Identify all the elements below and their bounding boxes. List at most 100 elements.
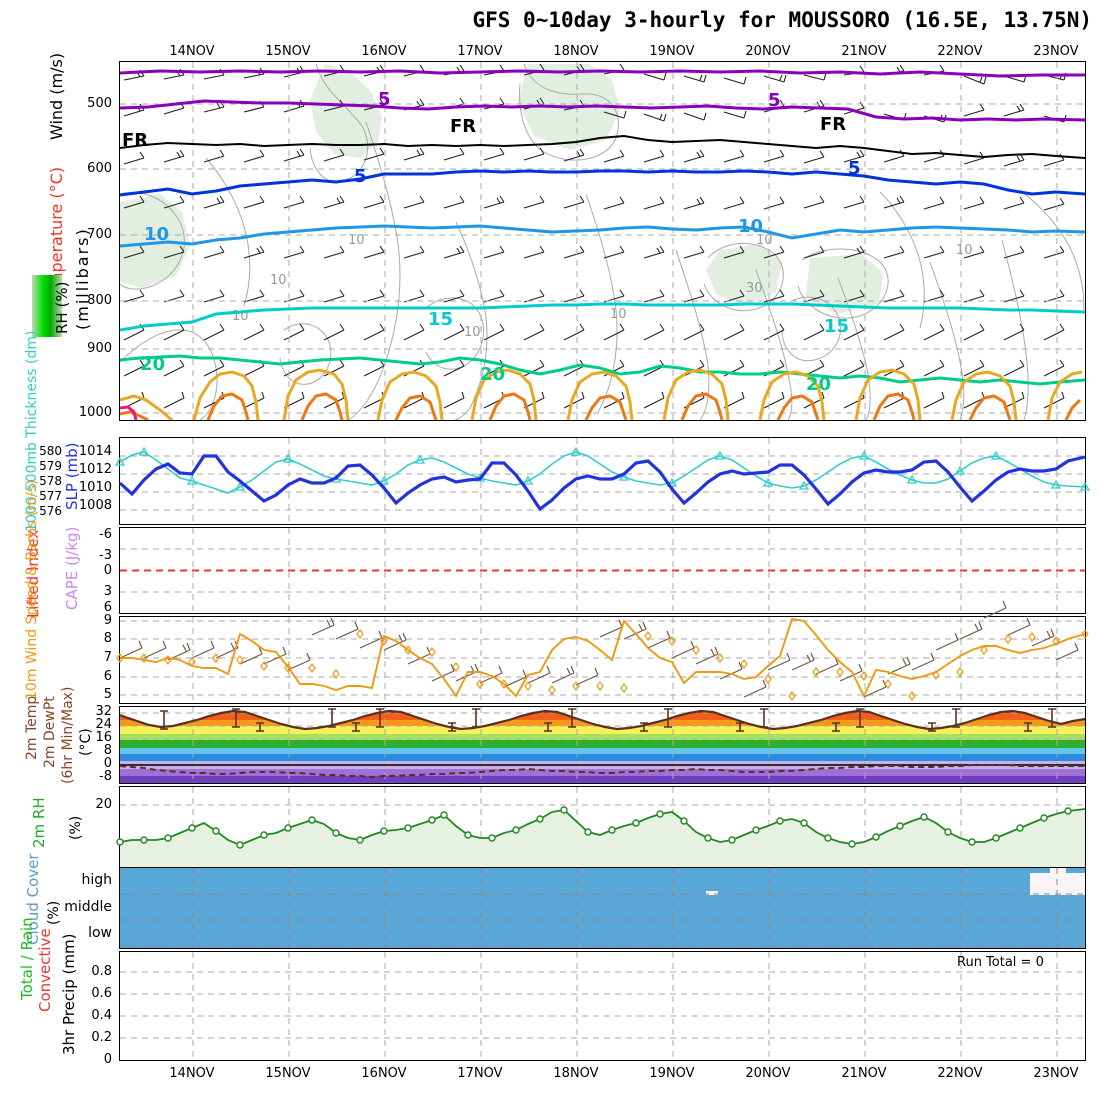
thickness-tick-578: 578 — [39, 474, 62, 488]
thickness-line — [119, 451, 1086, 494]
cape-gridlines — [120, 528, 1085, 613]
date-top-9: 23NOV — [1033, 44, 1079, 59]
pressure-tick-600: 600 — [87, 161, 112, 176]
axis-label-dewpt2m: 2m DewPt — [42, 696, 58, 768]
pressure-tick-700: 700 — [87, 227, 112, 242]
wind10m-svg — [116, 600, 1089, 703]
wind-tick-5: 5 — [103, 687, 112, 702]
wind10m-panel — [116, 600, 1089, 704]
cloud-level-high: high — [81, 872, 112, 888]
temp-tick-16: 16 — [95, 730, 112, 745]
isotherm-30-bl — [120, 392, 1082, 420]
svg-text:FR: FR — [450, 116, 476, 137]
axis-label-precip: 3hr Precip (mm) — [60, 933, 78, 1055]
rh2m-line — [119, 808, 1086, 846]
svg-text:30: 30 — [746, 281, 763, 296]
axis-label-cape: CAPE (J/kg) — [63, 526, 81, 610]
date-bottom-8: 22NOV — [937, 1066, 983, 1081]
wind-gridlines — [120, 617, 1085, 703]
svg-text:5: 5 — [354, 166, 367, 187]
wind10m-barbs — [119, 600, 1079, 698]
svg-text:10: 10 — [738, 216, 763, 237]
svg-text:10: 10 — [610, 307, 627, 322]
date-bottom-9: 23NOV — [1033, 1066, 1079, 1081]
isotherm-5 — [120, 169, 1085, 197]
precip-tick-04: 0.4 — [91, 1008, 112, 1023]
rh-contour-labels: 10 10 10 10 10 10 10 30 — [232, 233, 973, 340]
svg-text:15: 15 — [428, 309, 453, 330]
page-title: GFS 0~10day 3-hourly for MOUSSORO (16.5E… — [472, 8, 1092, 32]
wind10m-markers — [116, 629, 1089, 701]
isotherm-freezing-level — [120, 134, 1085, 159]
rh2m-markers — [116, 806, 1072, 849]
temp-tick-neg8: -8 — [99, 769, 112, 784]
cloud-cover-panel — [119, 867, 1086, 949]
dewpt2m-line — [120, 764, 1085, 779]
svg-text:20: 20 — [806, 374, 831, 395]
isotherm-25-bl — [120, 368, 1083, 420]
cloud-level-low: low — [88, 925, 112, 941]
isotherm-35-bl — [120, 405, 138, 420]
axis-label-rh2m: 2m RH — [30, 797, 48, 848]
axis-label-rh-text: RH (%) — [53, 281, 71, 334]
svg-text:20: 20 — [480, 364, 505, 385]
slp-tick-1008: 1008 — [78, 498, 112, 513]
thickness-tick-580: 580 — [39, 444, 62, 458]
axis-label-minmax: (6hr Min/Max) — [60, 686, 76, 784]
li-tick-neg3: -3 — [99, 548, 112, 563]
cloud-gridlines — [120, 868, 1085, 948]
svg-text:FR: FR — [122, 130, 148, 151]
temp-tick-24: 24 — [95, 717, 112, 732]
axis-label-rh2m-unit: (%) — [68, 815, 84, 840]
date-bottom-6: 20NOV — [745, 1066, 791, 1081]
pressure-tick-800: 800 — [87, 293, 112, 308]
day-gridlines — [192, 62, 1058, 420]
axis-label-convective: Convective — [36, 928, 54, 1012]
date-top-7: 21NOV — [841, 44, 887, 59]
precip-panel — [119, 951, 1086, 1061]
svg-text:15: 15 — [824, 316, 849, 337]
date-top-5: 19NOV — [649, 44, 695, 59]
svg-text:20: 20 — [140, 354, 165, 375]
precip-tick-02: 0.2 — [91, 1030, 112, 1045]
svg-text:10: 10 — [270, 273, 287, 288]
date-top-0: 14NOV — [169, 44, 215, 59]
run-total-label: Run Total = 0 — [957, 955, 1044, 970]
date-top-6: 20NOV — [745, 44, 791, 59]
svg-text:10: 10 — [756, 233, 773, 248]
date-bottom-0: 14NOV — [169, 1066, 215, 1081]
svg-text:5: 5 — [768, 90, 781, 111]
rh-tick-20: 20 — [95, 797, 112, 812]
cloud-clear-patch-mid — [706, 891, 718, 895]
axis-label-millibars: (millibars) — [73, 227, 92, 330]
svg-text:10: 10 — [144, 224, 169, 245]
cloud-cover-svg — [120, 868, 1085, 948]
pressure-tick-900: 900 — [87, 341, 112, 356]
pressure-tick-1000: 1000 — [78, 405, 112, 420]
isotherm-20 — [120, 354, 1085, 386]
precip-tick-0: 0 — [103, 1052, 112, 1067]
slp-tick-1012: 1012 — [78, 462, 112, 477]
axis-label-cloudcover-unit: (%) — [46, 900, 62, 925]
axis-label-slp: SLP (mb) — [63, 442, 81, 510]
date-bottom-3: 17NOV — [457, 1066, 503, 1081]
isotherm-10 — [120, 224, 1085, 248]
cape-li-svg — [120, 528, 1085, 613]
svg-text:FR: FR — [820, 114, 846, 135]
cloud-level-middle: middle — [64, 899, 112, 915]
slp-line — [118, 454, 1086, 512]
date-bottom-7: 21NOV — [841, 1066, 887, 1081]
pressure-tick-500: 500 — [87, 96, 112, 111]
li-tick-0: 0 — [103, 563, 112, 578]
date-top-3: 17NOV — [457, 44, 503, 59]
wind-tick-9: 9 — [103, 613, 112, 628]
li-tick-neg6: -6 — [99, 527, 112, 542]
temp2m-svg — [120, 707, 1085, 783]
isotherm-value-labels: 5 5 FR FR FR 5 5 10 10 15 15 20 20 20 — [122, 89, 861, 395]
time-height-panel: 10 10 10 10 10 10 10 30 — [119, 61, 1086, 421]
precip-svg — [120, 952, 1085, 1060]
date-top-1: 15NOV — [265, 44, 311, 59]
precip-tick-06: 0.6 — [91, 986, 112, 1001]
temp-tick-0: 0 — [103, 756, 112, 771]
